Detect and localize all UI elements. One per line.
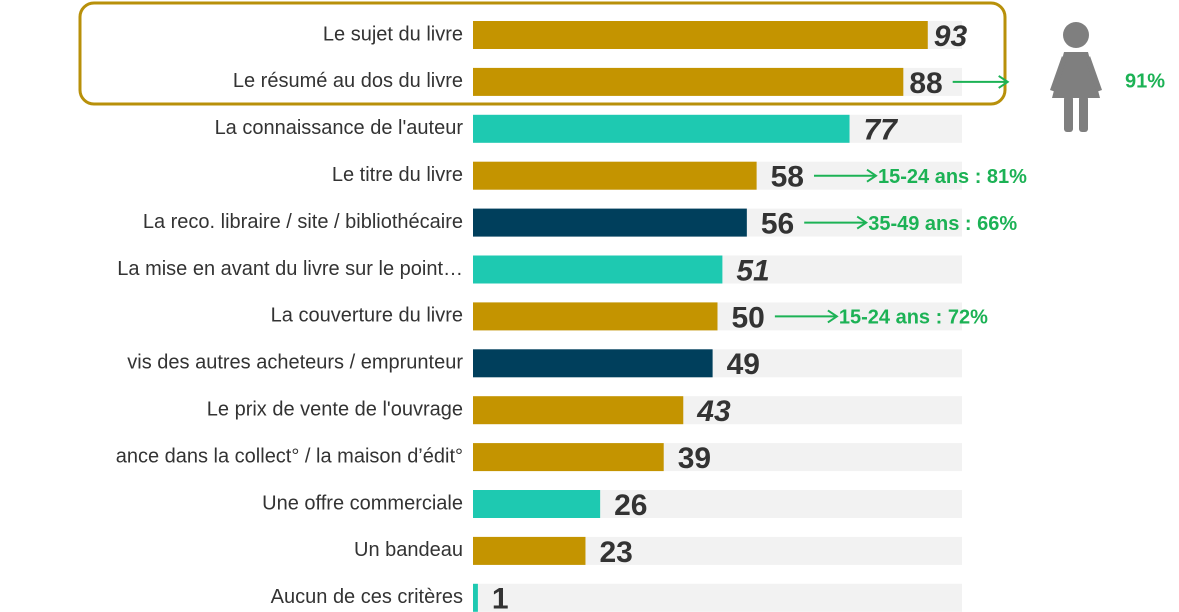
category-label: Le sujet du livre xyxy=(323,23,463,45)
annotation: 15-24 ans : 72% xyxy=(839,307,988,329)
annotation-arrowhead xyxy=(998,75,1010,89)
annotation: 15-24 ans : 81% xyxy=(878,166,1027,188)
annotation-arrowhead xyxy=(866,168,878,183)
bar xyxy=(473,67,904,96)
category-label: Le résumé au dos du livre xyxy=(233,70,463,92)
bar xyxy=(473,583,478,612)
bar xyxy=(473,490,601,518)
person-icon xyxy=(1050,22,1102,132)
category-label: Une offre commerciale xyxy=(262,492,463,514)
bar xyxy=(473,161,757,190)
bar xyxy=(473,349,713,378)
value-label: 39 xyxy=(678,442,711,475)
category-label: La mise en avant du livre sur le point… xyxy=(117,258,463,280)
value-label: 51 xyxy=(736,254,769,287)
value-label: 77 xyxy=(864,114,899,147)
bar xyxy=(473,114,850,143)
value-label: 93 xyxy=(934,20,968,53)
value-label: 56 xyxy=(761,208,794,241)
bar xyxy=(473,208,747,237)
highlight-box xyxy=(78,1,1007,106)
bar xyxy=(473,302,718,331)
bar xyxy=(473,255,723,284)
value-label: 58 xyxy=(771,161,804,194)
value-label: 1 xyxy=(492,583,509,612)
bar-background xyxy=(473,583,962,612)
value-label: 26 xyxy=(614,489,647,522)
category-label: ance dans la collect° / la maison d’édit… xyxy=(116,445,463,467)
value-label: 50 xyxy=(732,301,765,334)
category-label: La connaissance de l'auteur xyxy=(215,117,464,139)
value-label: 43 xyxy=(696,395,731,428)
category-label: Aucun de ces critères xyxy=(271,586,463,608)
bar xyxy=(473,396,684,425)
category-label: Le titre du livre xyxy=(332,164,463,186)
category-label: La reco. libraire / site / bibliothécair… xyxy=(143,211,463,233)
annotation: 91% xyxy=(1125,70,1165,92)
annotation: 35-49 ans : 66% xyxy=(868,213,1017,235)
category-label: Le prix de vente de l'ouvrage xyxy=(207,398,463,420)
value-label: 88 xyxy=(909,67,942,100)
category-label: La couverture du livre xyxy=(271,305,463,327)
annotation-arrowhead xyxy=(827,309,839,324)
value-label: 23 xyxy=(599,536,632,569)
bar xyxy=(473,21,928,49)
bar xyxy=(473,443,664,472)
category-label: Un bandeau xyxy=(354,539,463,561)
value-label: 49 xyxy=(727,348,760,381)
bar xyxy=(473,536,586,565)
category-label: vis des autres acheteurs / emprunteur xyxy=(127,352,463,374)
annotation-arrowhead xyxy=(856,215,869,230)
